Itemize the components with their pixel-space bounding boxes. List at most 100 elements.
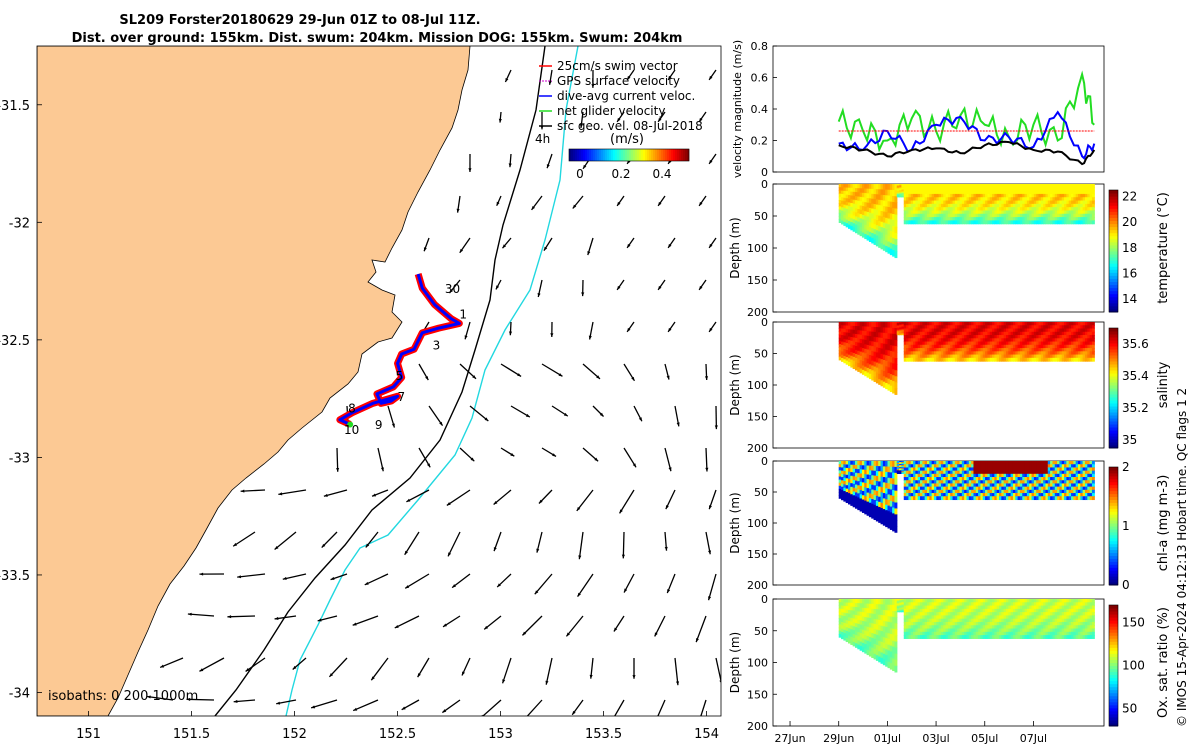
- oxygen-y-tick-0: 0: [761, 593, 768, 606]
- velocity-vector-21: [531, 195, 543, 211]
- velocity-vector-124: [613, 615, 625, 632]
- colorbar-tick-0: 0: [576, 167, 584, 181]
- day-label-2: 3: [433, 338, 441, 352]
- temperature-cbar-tick-4: 22: [1122, 189, 1137, 203]
- map-y-tick-label-5: -34: [9, 686, 30, 701]
- velocity-vector-12: [468, 153, 472, 172]
- velocity-vector-47: [667, 321, 676, 333]
- velocity-vector-98: [621, 531, 625, 559]
- velocity-series-1: [838, 110, 1096, 160]
- day-label-6: 9: [375, 418, 383, 432]
- velocity-vector-119: [394, 615, 420, 629]
- salinity-y-tick-0: 0: [761, 316, 768, 329]
- velocity-vector-116: [274, 615, 297, 620]
- velocity-vector-22: [572, 195, 584, 209]
- legend-4h: 4h: [535, 132, 550, 146]
- velocity-vector-77: [240, 489, 266, 493]
- isobath-1000m: [285, 46, 579, 716]
- chl-a-cbar-tick-2: 2: [1122, 460, 1130, 474]
- day-label-4: 7: [398, 390, 406, 404]
- velocity-vector-29: [543, 237, 553, 252]
- velocity-vector-108: [496, 573, 512, 588]
- temperature-cbar-tick-3: 20: [1122, 215, 1137, 229]
- velocity-vector-145: [310, 699, 338, 709]
- velocity-vector-24: [657, 195, 666, 207]
- salinity-y-tick-1: 50: [754, 348, 768, 361]
- velocity-vector-97: [578, 531, 584, 560]
- section-chl-a: 0 50 100 150 200 Depth (m) 0 1 2 chl-a (mg m-3): [728, 455, 1171, 592]
- velocity-vector-10: [657, 111, 666, 123]
- day-label-1: 1: [459, 308, 467, 322]
- isobath-200m: [214, 46, 546, 716]
- velocity-vector-123: [565, 615, 584, 637]
- title-line-1: SL209 Forster20180629 29-Jun 01Z to 08-J…: [119, 13, 480, 28]
- time-tick-label-1: 29Jun: [823, 732, 854, 745]
- colorbar-tick-1: 0.2: [611, 167, 630, 181]
- time-tick-label-3: 03Jul: [922, 732, 949, 745]
- velocity-vector-26: [423, 237, 430, 252]
- velocity-vector-154: [700, 699, 707, 716]
- velocity-vector-73: [582, 447, 599, 462]
- velocity-vector-72: [541, 447, 557, 458]
- velocity-vector-153: [657, 699, 666, 716]
- velocity-y-tick-0: 0: [761, 166, 768, 179]
- velocity-vector-6: [498, 111, 502, 123]
- oxygen-cbar-tick-1: 100: [1122, 659, 1145, 673]
- velocity-vector-19: [456, 195, 461, 213]
- velocity-vector-51: [500, 363, 522, 377]
- velocity-vector-61: [510, 405, 531, 418]
- velocity-vector-127: [159, 657, 184, 669]
- velocity-vector-99: [664, 531, 668, 551]
- time-tick-label-5: 07Jul: [1020, 732, 1047, 745]
- oxygen-cbar-tick-2: 150: [1122, 615, 1145, 629]
- salinity-ylabel: Depth (m): [728, 354, 742, 415]
- oxygen-cbar-tick-0: 50: [1122, 702, 1137, 716]
- chl-a-y-tick-4: 200: [747, 579, 768, 592]
- side-note: © IMOS 15-Apr-2024 04:12:13 Hobart time.…: [1175, 388, 1189, 727]
- velocity-vector-133: [417, 657, 430, 678]
- chl-a-y-tick-2: 100: [747, 517, 768, 530]
- velocity-vector-56: [704, 363, 709, 381]
- velocity-vector-42: [464, 321, 471, 340]
- velocity-vector-25: [698, 195, 707, 207]
- velocity-vector-70: [459, 447, 475, 462]
- velocity-vector-23: [616, 195, 625, 207]
- velocity-vector-114: [187, 612, 215, 617]
- oxygen-y-tick-4: 200: [747, 720, 768, 733]
- velocity-frame: [772, 45, 1105, 173]
- velocity-vector-118: [352, 615, 379, 626]
- section-temperature: 0 50 100 150 200 Depth (m) 14 16 18 20 22 temperatu…: [728, 178, 1171, 319]
- isobath-label: isobaths: 0 200 1000m: [48, 689, 198, 704]
- map-x-tick-label-5: 153.5: [585, 727, 622, 742]
- temperature-y-tick-2: 100: [747, 242, 768, 255]
- velocity-vector-88: [708, 489, 717, 510]
- map-x-tick-label-6: 154: [694, 727, 719, 742]
- chl-a-cbar-tick-1: 1: [1122, 519, 1130, 533]
- velocity-vector-62: [551, 405, 569, 417]
- day-label-3: 5: [395, 369, 403, 383]
- day-label-7: 10: [344, 423, 359, 437]
- velocity-vector-121: [483, 615, 502, 630]
- velocity-vector-14: [546, 153, 553, 169]
- velocity-vector-115: [227, 615, 256, 619]
- velocity-vector-131: [328, 657, 348, 678]
- velocity-vector-64: [633, 405, 643, 422]
- time-tick-label-4: 05Jul: [971, 732, 998, 745]
- chl-a-y-tick-1: 50: [754, 486, 768, 499]
- legend-sfc-geo: sfc geo. vel. 08-Jul-2018: [557, 119, 703, 133]
- velocity-vector-101: [199, 572, 225, 576]
- velocity-vector-105: [364, 573, 389, 586]
- velocity-vector-54: [623, 363, 636, 382]
- velocity-vector-91: [321, 531, 338, 549]
- velocity-vector-65: [674, 405, 680, 427]
- velocity-vector-110: [577, 573, 594, 597]
- map-y-tick-label-3: -33: [9, 451, 30, 466]
- velocity-vector-96: [536, 531, 543, 553]
- velocity-vector-95: [493, 531, 502, 552]
- velocity-vector-27: [459, 237, 471, 254]
- day-label-0: 30: [445, 282, 460, 296]
- velocity-vector-50: [459, 363, 477, 380]
- velocity-vector-117: [317, 615, 338, 622]
- oxygen-ylabel: Depth (m): [728, 632, 742, 693]
- velocity-vector-60: [469, 405, 489, 422]
